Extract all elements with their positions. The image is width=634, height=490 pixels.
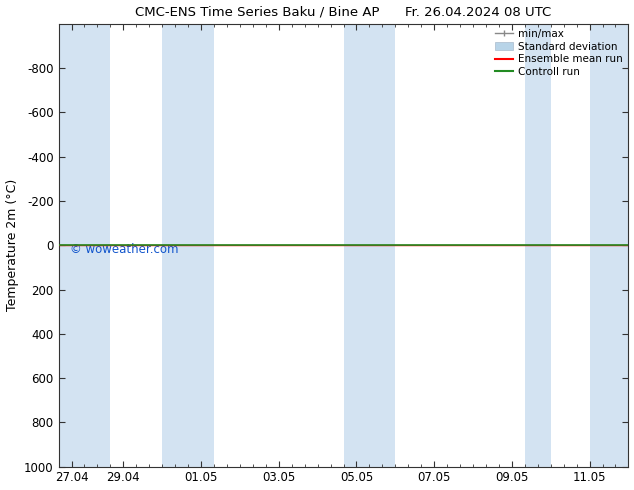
Bar bbox=[525, 24, 551, 466]
Bar bbox=[58, 24, 110, 466]
Text: © woweather.com: © woweather.com bbox=[70, 243, 179, 256]
Bar bbox=[162, 24, 214, 466]
Bar bbox=[590, 24, 628, 466]
Bar bbox=[344, 24, 396, 466]
Y-axis label: Temperature 2m (°C): Temperature 2m (°C) bbox=[6, 179, 18, 311]
Title: CMC-ENS Time Series Baku / Bine AP      Fr. 26.04.2024 08 UTC: CMC-ENS Time Series Baku / Bine AP Fr. 2… bbox=[136, 5, 552, 19]
Legend: min/max, Standard deviation, Ensemble mean run, Controll run: min/max, Standard deviation, Ensemble me… bbox=[493, 27, 625, 79]
